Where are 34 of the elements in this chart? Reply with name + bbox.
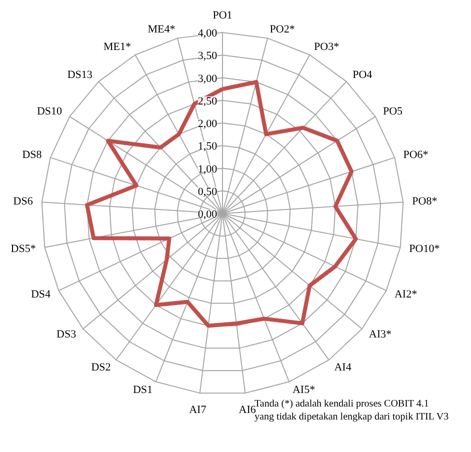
spoke-label: PO6* — [403, 148, 428, 161]
y-tick-label: 2,00 — [198, 118, 218, 130]
text: Tanda (*) adalah kendali proses COBIT 4.1 yang tidak dipetakan lengkap dari topik ITIL V3 — [254, 398, 449, 423]
spoke-label: PO5 — [382, 106, 404, 118]
spoke-label: DS8 — [22, 148, 42, 161]
y-tick-label: 3,50 — [198, 50, 218, 62]
spoke-label: AI3* — [368, 328, 392, 341]
spoke-label: DS5* — [10, 243, 36, 256]
spoke-label: PO1 — [212, 9, 232, 22]
spoke-label: PO4 — [352, 68, 373, 81]
spoke-label: AI5* — [292, 384, 316, 396]
y-tick-label: 3,00 — [198, 72, 218, 85]
y-tick-label: 1,50 — [198, 140, 218, 153]
spoke-label: PO2* — [270, 23, 295, 36]
spoke-label: DS2 — [91, 361, 111, 374]
spoke-label: AI2* — [394, 288, 418, 300]
y-tick-label: 4,00 — [198, 28, 218, 40]
spoke-label: DS4 — [30, 288, 52, 300]
y-tick-label: 2,50 — [198, 95, 218, 108]
y-tick-label: 0,00 — [198, 208, 218, 220]
spoke-label: DS10 — [36, 106, 63, 118]
spoke-label: DS6 — [13, 196, 34, 208]
spoke-label: DS3 — [56, 328, 77, 341]
y-tick-label: 1,00 — [198, 163, 218, 176]
spoke-label: PO8* — [412, 196, 438, 208]
spoke-label: AI7 — [189, 404, 207, 416]
spoke-label: ME4* — [148, 23, 176, 36]
spoke-label: DS1 — [132, 384, 153, 396]
y-tick-label: 0,50 — [198, 186, 218, 198]
spoke-label: PO3* — [314, 40, 340, 53]
spoke-label: AI4 — [334, 361, 352, 374]
spoke-label: DS13 — [67, 68, 93, 81]
spoke-label: PO10* — [409, 243, 440, 256]
spoke-label: ME1* — [103, 40, 131, 53]
